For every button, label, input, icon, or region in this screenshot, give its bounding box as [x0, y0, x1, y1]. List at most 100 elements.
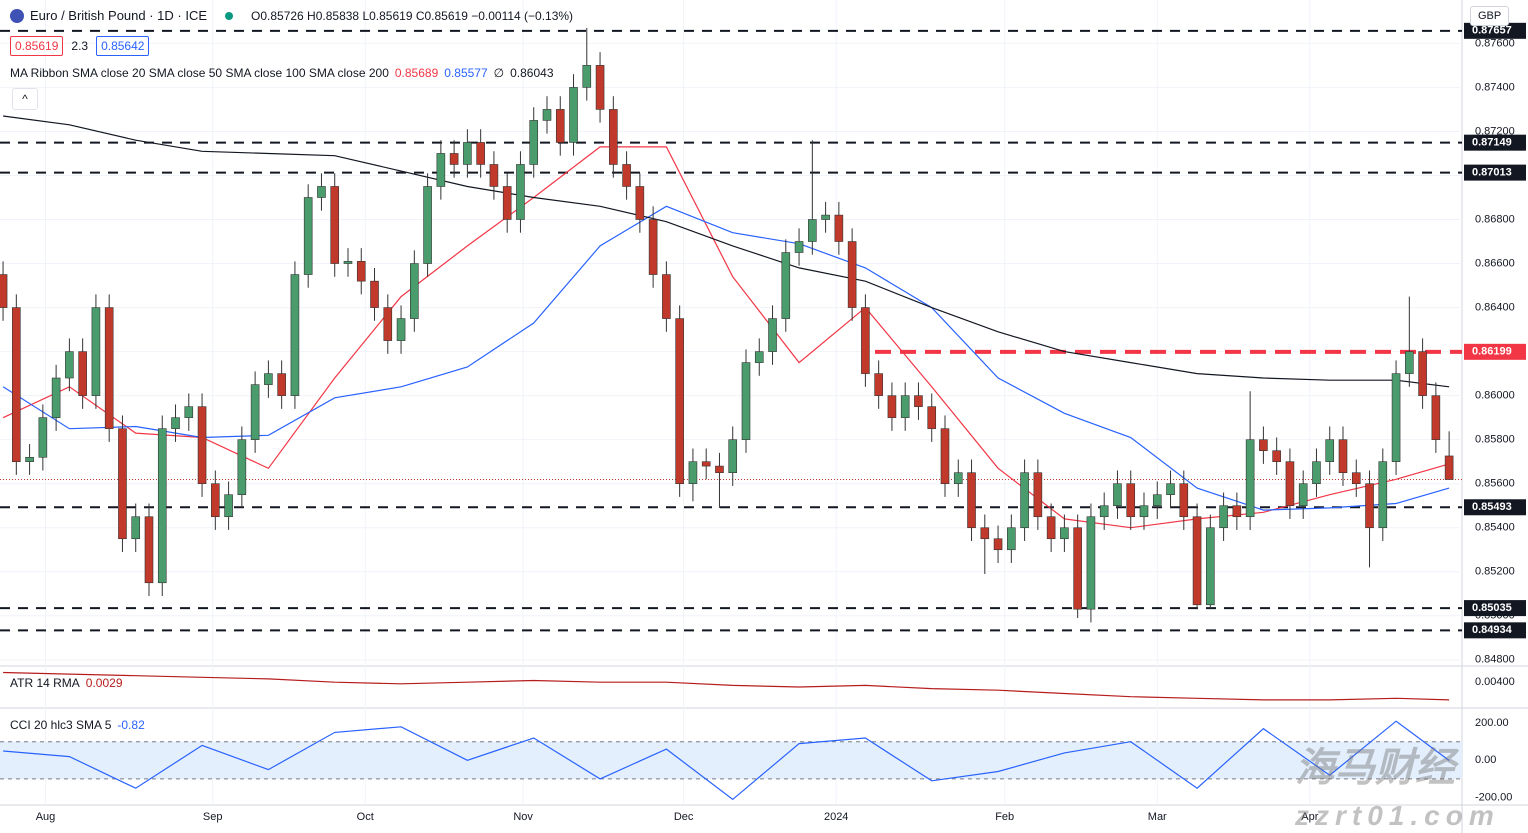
x-tick-label: Oct: [357, 811, 374, 823]
candle-body: [502, 186, 512, 220]
candle-body: [0, 274, 8, 308]
level-label-box: [1464, 164, 1526, 181]
ma-line: [3, 115, 1450, 388]
candle-body: [1351, 472, 1361, 485]
candle-body: [1126, 483, 1136, 518]
candle-body: [489, 164, 499, 187]
candle-body: [38, 417, 48, 458]
candle-body: [1007, 527, 1016, 551]
candle-body: [555, 109, 565, 143]
candle-body: [1325, 439, 1335, 462]
y-tick-label: 0.86400: [1475, 301, 1515, 313]
candle-body: [1206, 527, 1215, 606]
level-label: 0.87657: [1472, 25, 1512, 37]
x-tick-label: Dec: [674, 811, 694, 823]
ma-line: [2, 146, 1450, 529]
candle-body: [715, 465, 724, 473]
level-label: 0.87013: [1472, 167, 1512, 179]
atr-title: ATR 14 RMA: [10, 676, 80, 690]
level-label-box: [1464, 22, 1526, 39]
candle-body: [529, 120, 539, 165]
x-tick-label: Nov: [513, 811, 533, 823]
candle-body: [317, 186, 326, 198]
x-tick-label: 2024: [824, 811, 848, 823]
y-tick-label: 0.87600: [1475, 37, 1515, 49]
candle-body: [224, 494, 233, 518]
candle-body: [993, 538, 1003, 551]
candle-body: [874, 373, 883, 396]
candle-body: [370, 280, 379, 308]
candle-body: [701, 461, 711, 467]
cci-value: -0.82: [117, 718, 145, 732]
candle-body: [463, 142, 472, 165]
y-tick-label: 0.00: [1475, 754, 1496, 766]
ma-value: 0.85689: [394, 66, 439, 80]
candle-body: [25, 456, 34, 462]
level-label: 0.85035: [1472, 602, 1512, 614]
candle-body: [396, 318, 406, 341]
candle-body: [781, 252, 791, 319]
candle-body: [1139, 505, 1149, 518]
atr-value: 0.0029: [85, 676, 123, 690]
candle-body: [1272, 450, 1281, 462]
candle-body: [595, 65, 605, 110]
y-tick-label: 0.87200: [1475, 125, 1515, 137]
candle-body: [343, 261, 353, 264]
watermark-brand: 海马财经: [1295, 746, 1455, 790]
candle-body: [131, 516, 141, 540]
y-tick-label: 200.00: [1475, 717, 1509, 729]
candle-body: [157, 428, 167, 584]
buy-price[interactable]: 0.85642: [96, 36, 150, 56]
candle-body: [104, 307, 114, 429]
header-row: Euro / British Pound · 1D · ICE O0.85726…: [10, 8, 573, 23]
candle-body: [423, 186, 432, 264]
market-status: [225, 11, 234, 20]
candle-body: [356, 261, 366, 282]
candle-body: [688, 461, 698, 485]
candle-body: [635, 186, 645, 220]
currency-button[interactable]: GBP: [1470, 6, 1510, 26]
ma-value: 0.86043: [510, 66, 554, 80]
candle-body: [1166, 483, 1175, 496]
candle-body: [1020, 472, 1029, 529]
candle-body: [847, 241, 857, 308]
trade-row: 0.85619 2.3 0.85642: [10, 36, 150, 56]
candle-body: [184, 406, 194, 418]
y-tick-label: 0.85800: [1475, 434, 1515, 446]
sell-price[interactable]: 0.85619: [10, 36, 64, 56]
y-tick-label: 0.85200: [1475, 566, 1515, 578]
candle-body: [648, 219, 658, 275]
symbol-title[interactable]: Euro / British Pound · 1D · ICE: [30, 8, 208, 23]
candle-body: [1113, 483, 1122, 507]
candle-body: [1060, 527, 1069, 540]
collapse-button[interactable]: ^: [12, 88, 38, 110]
candle-body: [1298, 483, 1308, 507]
candle-body: [582, 65, 592, 88]
candle-body: [1192, 516, 1202, 606]
level-label: 0.86199: [1472, 346, 1512, 358]
candle-body: [1378, 461, 1388, 529]
candle-body: [622, 164, 631, 187]
candle-body: [1086, 516, 1096, 610]
candle-body: [410, 263, 419, 319]
candle-body: [1219, 505, 1228, 529]
candle-body: [197, 406, 207, 485]
ma-value: 0.85577: [444, 66, 488, 80]
candle-body: [449, 153, 459, 165]
candle-body: [927, 406, 937, 429]
candle-body: [662, 274, 671, 319]
candle-body: [940, 428, 950, 485]
indicator-line: [3, 671, 1450, 701]
spread: 2.3: [71, 39, 89, 53]
candle-body: [211, 483, 220, 518]
candle-body: [171, 417, 180, 429]
candle-body: [1259, 439, 1268, 451]
candle-body: [78, 351, 87, 396]
candle-body: [834, 214, 844, 242]
atr-legend: ATR 14 RMA 0.0029: [10, 676, 123, 690]
candle-body: [91, 307, 101, 396]
candle-body: [1405, 351, 1414, 374]
candle-body: [118, 428, 127, 540]
candle-body: [861, 307, 870, 374]
y-tick-label: 0.86600: [1475, 257, 1515, 269]
